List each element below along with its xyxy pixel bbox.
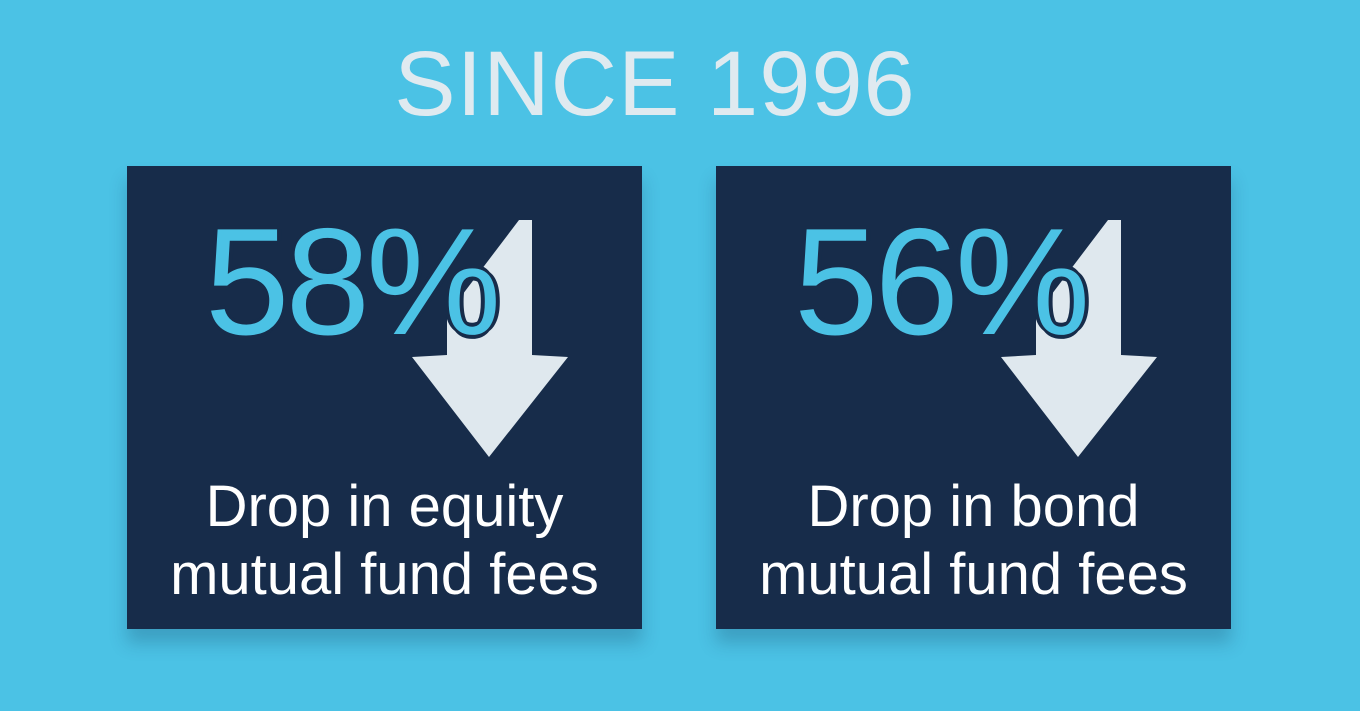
bond-fee-card: 56% Drop in bond mutual fund fees — [716, 166, 1231, 629]
headline: SINCE 1996 — [394, 33, 916, 135]
caption-line: Drop in bond — [807, 474, 1140, 539]
arrow-down-icon — [1001, 220, 1157, 457]
caption-line: mutual fund fees — [170, 542, 599, 607]
equity-drop-percent: 58% — [205, 197, 501, 367]
equity-caption: Drop in equity mutual fund fees — [127, 473, 642, 609]
arrow-down-icon — [412, 220, 568, 457]
caption-line: mutual fund fees — [759, 542, 1188, 607]
equity-fee-card: 58% Drop in equity mutual fund fees — [127, 166, 642, 629]
bond-drop-percent: 56% — [794, 197, 1090, 367]
bond-caption: Drop in bond mutual fund fees — [716, 473, 1231, 609]
caption-line: Drop in equity — [205, 474, 564, 539]
